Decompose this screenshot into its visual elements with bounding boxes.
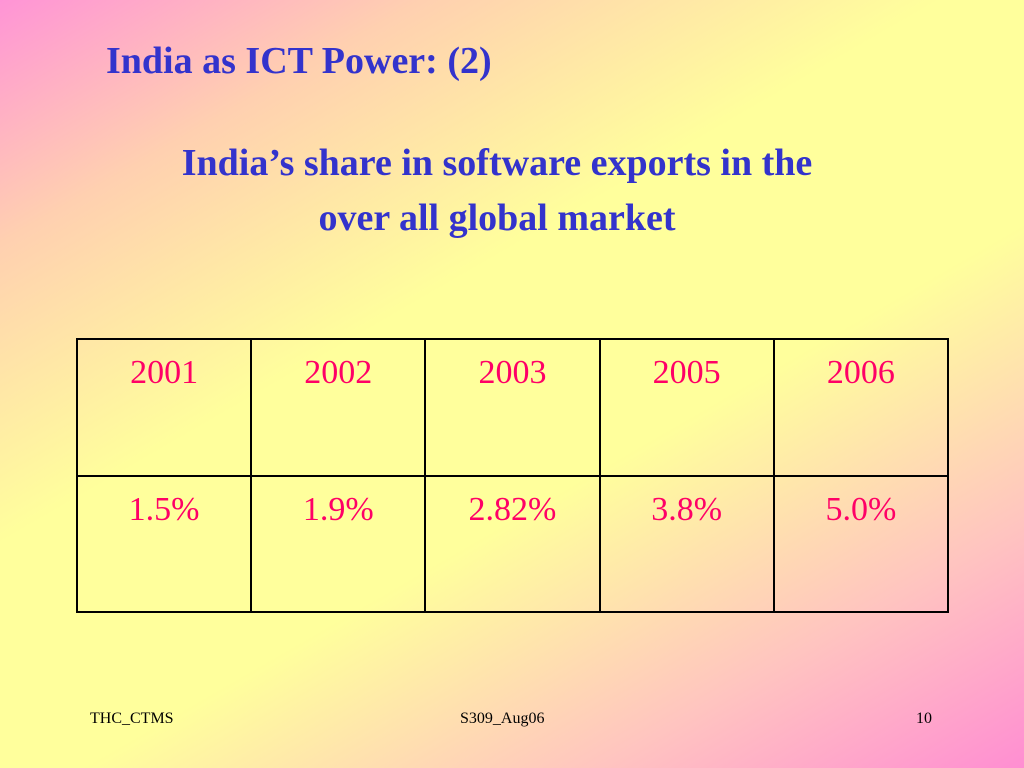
slide-title: India as ICT Power: (2) <box>106 40 492 82</box>
footer-left-text: THC_CTMS <box>90 710 174 727</box>
year-row: 2001 2002 2003 2005 2006 <box>75 338 950 477</box>
share-row: 1.5% 1.9% 2.82% 3.8% 5.0% <box>75 474 950 613</box>
year-cell: 2005 <box>598 338 775 477</box>
year-cell: 2003 <box>424 338 601 477</box>
share-cell: 1.9% <box>250 474 427 613</box>
year-cell: 2002 <box>250 338 427 477</box>
share-cell: 5.0% <box>772 474 950 613</box>
share-table: 2001 2002 2003 2005 2006 1.5% 1.9% 2.82%… <box>75 338 950 613</box>
page-number: 10 <box>916 710 932 727</box>
year-cell: 2006 <box>772 338 950 477</box>
share-cell: 3.8% <box>598 474 775 613</box>
footer-center-text: S309_Aug06 <box>460 710 545 727</box>
subtitle-line-2: over all global market <box>318 197 676 239</box>
subtitle-line-1: India’s share in software exports in the <box>181 142 813 184</box>
share-cell: 2.82% <box>424 474 601 613</box>
year-cell: 2001 <box>75 338 253 477</box>
slide-subtitle: India’s share in software exports in the… <box>62 136 932 246</box>
share-cell: 1.5% <box>75 474 253 613</box>
